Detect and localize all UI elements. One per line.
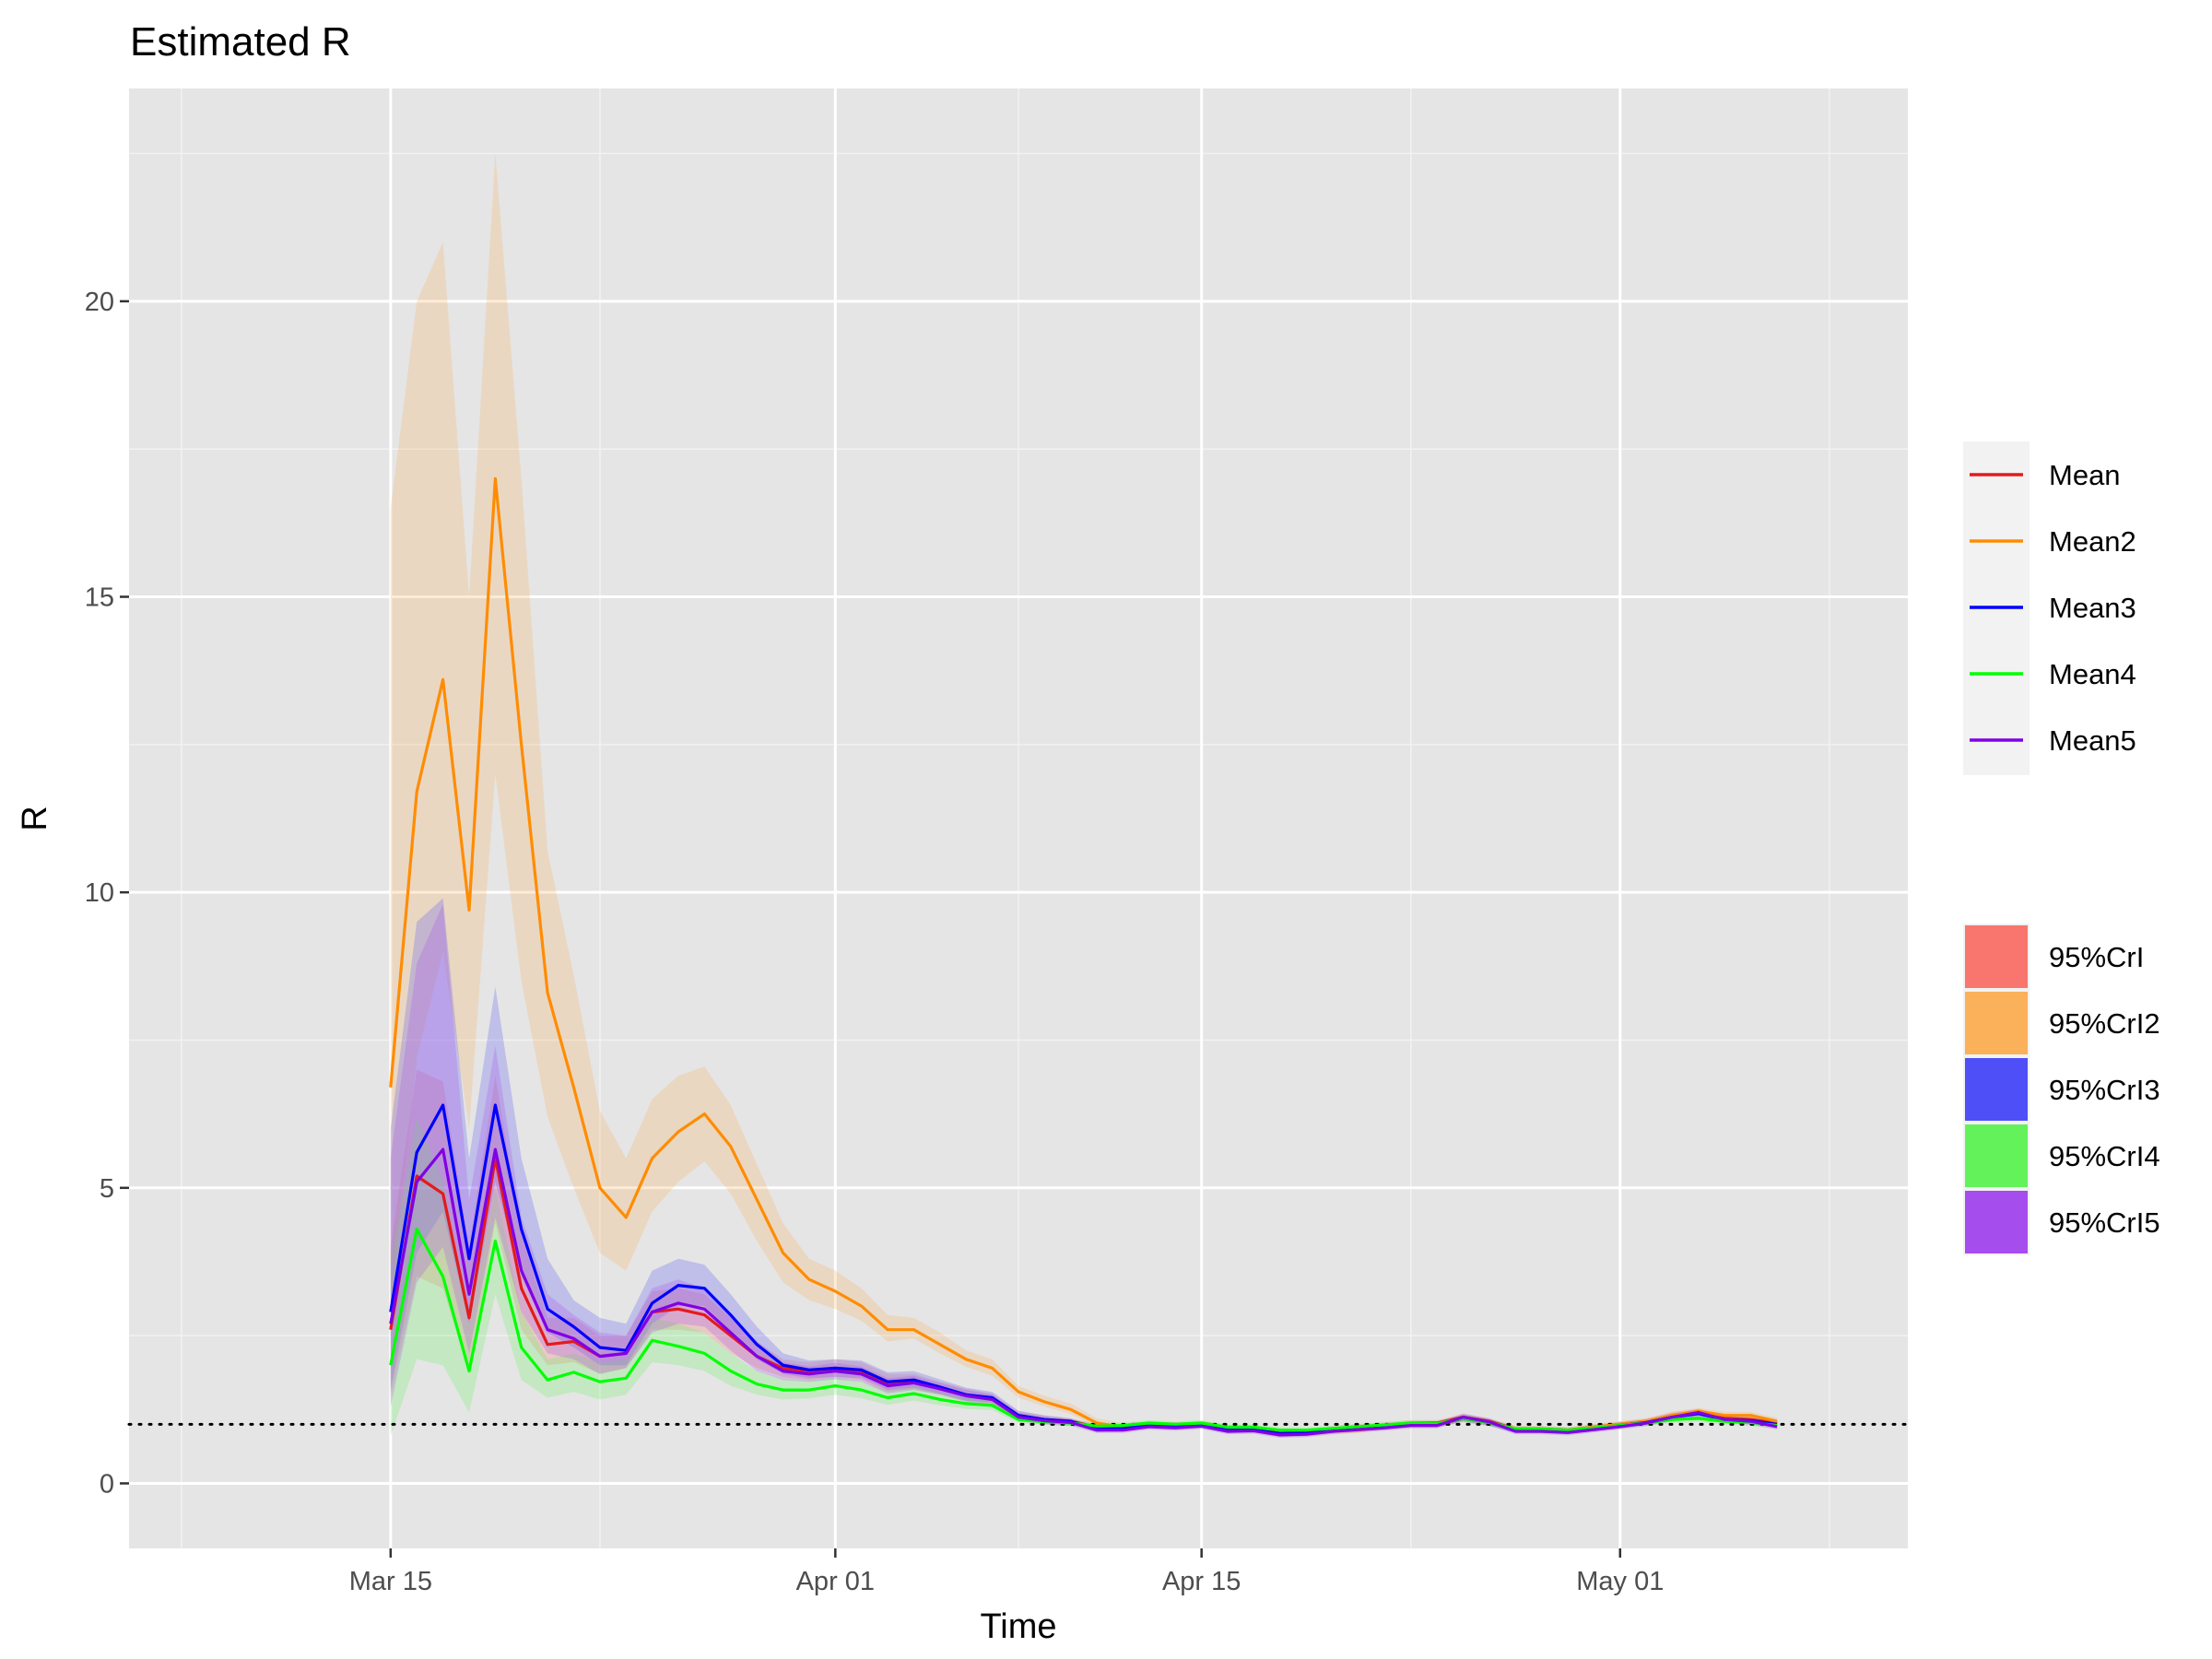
mean-lines xyxy=(389,477,1778,1437)
legend-key-95pct-cri3 xyxy=(1965,1058,2028,1121)
y-axis-ticks: 0 5 10 15 20 xyxy=(85,288,129,1499)
legend-key-95pct-cri xyxy=(1965,925,2028,988)
legend-label-95pct-cri2: 95%CrI2 xyxy=(2049,1007,2160,1040)
legend-credible-interval: 95%CrI 95%CrI2 95%CrI3 95%CrI4 95%CrI5 xyxy=(1963,924,2160,1255)
y-tick-label: 10 xyxy=(85,878,114,908)
x-axis-title: Time xyxy=(980,1607,1056,1646)
y-tick-label: 0 xyxy=(100,1469,114,1499)
legend-mean: Mean Mean2 Mean3 Mean4 Mean5 xyxy=(1963,441,2136,775)
legend-key-95pct-cri5 xyxy=(1965,1191,2028,1253)
line-mean4 xyxy=(389,1228,1778,1432)
legend-key-95pct-cri4 xyxy=(1965,1124,2028,1187)
y-tick-label: 15 xyxy=(85,583,114,613)
minor-gridlines xyxy=(129,88,1908,1548)
legend-label-mean2: Mean2 xyxy=(2049,525,2136,558)
x-tick-label: Mar 15 xyxy=(349,1567,432,1596)
credible-interval-bands xyxy=(390,153,1778,1439)
legend-label-mean4: Mean4 xyxy=(2049,658,2136,690)
major-gridlines xyxy=(129,88,1908,1548)
legend-label-95pct-cri3: 95%CrI3 xyxy=(2049,1074,2160,1106)
x-tick-label: Apr 01 xyxy=(796,1567,875,1596)
x-tick-label: May 01 xyxy=(1576,1567,1664,1596)
x-tick-label: Apr 15 xyxy=(1162,1567,1241,1596)
legend-label-95pct-cri4: 95%CrI4 xyxy=(2049,1140,2160,1172)
y-axis-title: R xyxy=(16,806,54,830)
y-tick-label: 20 xyxy=(85,288,114,317)
x-axis-ticks: Mar 15 Apr 01 Apr 15 May 01 xyxy=(349,1548,1664,1596)
legend-label-95pct-cri: 95%CrI xyxy=(2049,941,2144,973)
legend-label-mean3: Mean3 xyxy=(2049,592,2136,624)
legend-label-95pct-cri5: 95%CrI5 xyxy=(2049,1206,2160,1239)
legend-key-95pct-cri2 xyxy=(1965,992,2028,1054)
legend-label-mean5: Mean5 xyxy=(2049,724,2136,757)
band-95pct-cri xyxy=(390,1069,1778,1437)
y-tick-label: 5 xyxy=(100,1174,114,1204)
line-mean5 xyxy=(389,1147,1778,1437)
legend-label-mean: Mean xyxy=(2049,459,2121,491)
chart-title: Estimated R xyxy=(130,19,351,65)
